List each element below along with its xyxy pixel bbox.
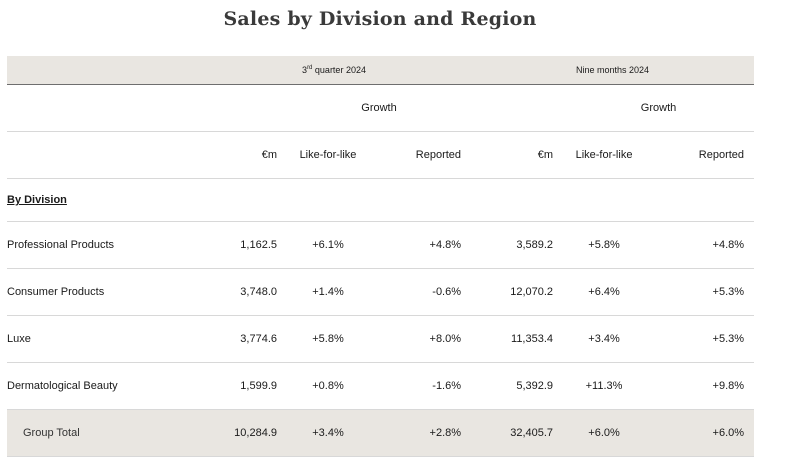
- col-header: €m: [471, 131, 564, 179]
- table-row: Dermatological Beauty 1,599.9 +0.8% -1.6…: [7, 362, 755, 410]
- column-header-row: €m Like-for-like Reported €m Like-for-li…: [7, 131, 755, 179]
- cell: +3.4%: [563, 315, 656, 363]
- cell: 32,405.7: [471, 409, 564, 457]
- cell: +4.8%: [655, 221, 755, 269]
- cell: +6.0%: [655, 409, 755, 457]
- cell: +5.3%: [655, 268, 755, 316]
- table-row: Consumer Products 3,748.0 +1.4% -0.6% 12…: [7, 268, 755, 316]
- row-label: Consumer Products: [7, 268, 197, 316]
- row-label: Professional Products: [7, 221, 197, 269]
- cell: 3,748.0: [197, 268, 287, 316]
- cell: +0.8%: [287, 362, 379, 410]
- cell: +6.0%: [563, 409, 656, 457]
- cell: +1.4%: [287, 268, 379, 316]
- period-header-row: 3rd quarter 2024 Nine months 2024: [7, 56, 755, 85]
- row-label: Luxe: [7, 315, 197, 363]
- section-label: By Division: [7, 194, 67, 206]
- table-row: Luxe 3,774.6 +5.8% +8.0% 11,353.4 +3.4% …: [7, 315, 755, 363]
- cell: 1,162.5: [197, 221, 287, 269]
- col-header: €m: [197, 131, 287, 179]
- table-row: Professional Products 1,162.5 +6.1% +4.8…: [7, 221, 755, 269]
- col-header: Reported: [379, 131, 472, 179]
- cell: 3,589.2: [471, 221, 564, 269]
- cell: +5.3%: [655, 315, 755, 363]
- col-header: Like-for-like: [287, 131, 379, 179]
- cell: +4.8%: [379, 221, 472, 269]
- q3-growth-header: Growth: [287, 84, 472, 132]
- total-label: Group Total: [7, 409, 197, 457]
- cell: 3,774.6: [197, 315, 287, 363]
- page-title: Sales by Division and Region: [223, 8, 537, 30]
- cell: -1.6%: [379, 362, 472, 410]
- nine-months-header: Nine months 2024: [471, 56, 755, 85]
- col-header: Like-for-like: [563, 131, 656, 179]
- cell: 5,392.9: [471, 362, 564, 410]
- cell: +11.3%: [563, 362, 656, 410]
- cell: -0.6%: [379, 268, 472, 316]
- cell: 1,599.9: [197, 362, 287, 410]
- sales-table: 3rd quarter 2024 Nine months 2024 Growth…: [7, 56, 755, 457]
- col-header: Reported: [655, 131, 755, 179]
- row-label: Dermatological Beauty: [7, 362, 197, 410]
- growth-header-row: Growth Growth: [7, 84, 755, 132]
- cell: 12,070.2: [471, 268, 564, 316]
- cell: +5.8%: [287, 315, 379, 363]
- total-row: Group Total 10,284.9 +3.4% +2.8% 32,405.…: [7, 409, 755, 457]
- cell: +8.0%: [379, 315, 472, 363]
- nine-growth-header: Growth: [563, 84, 755, 132]
- cell: +6.4%: [563, 268, 656, 316]
- cell: +3.4%: [287, 409, 379, 457]
- section-row: By Division: [7, 178, 755, 222]
- cell: 10,284.9: [197, 409, 287, 457]
- cell: +5.8%: [563, 221, 656, 269]
- cell: +6.1%: [287, 221, 379, 269]
- cell: +2.8%: [379, 409, 472, 457]
- cell: 11,353.4: [471, 315, 564, 363]
- cell: +9.8%: [655, 362, 755, 410]
- q3-period-header: 3rd quarter 2024: [197, 56, 472, 85]
